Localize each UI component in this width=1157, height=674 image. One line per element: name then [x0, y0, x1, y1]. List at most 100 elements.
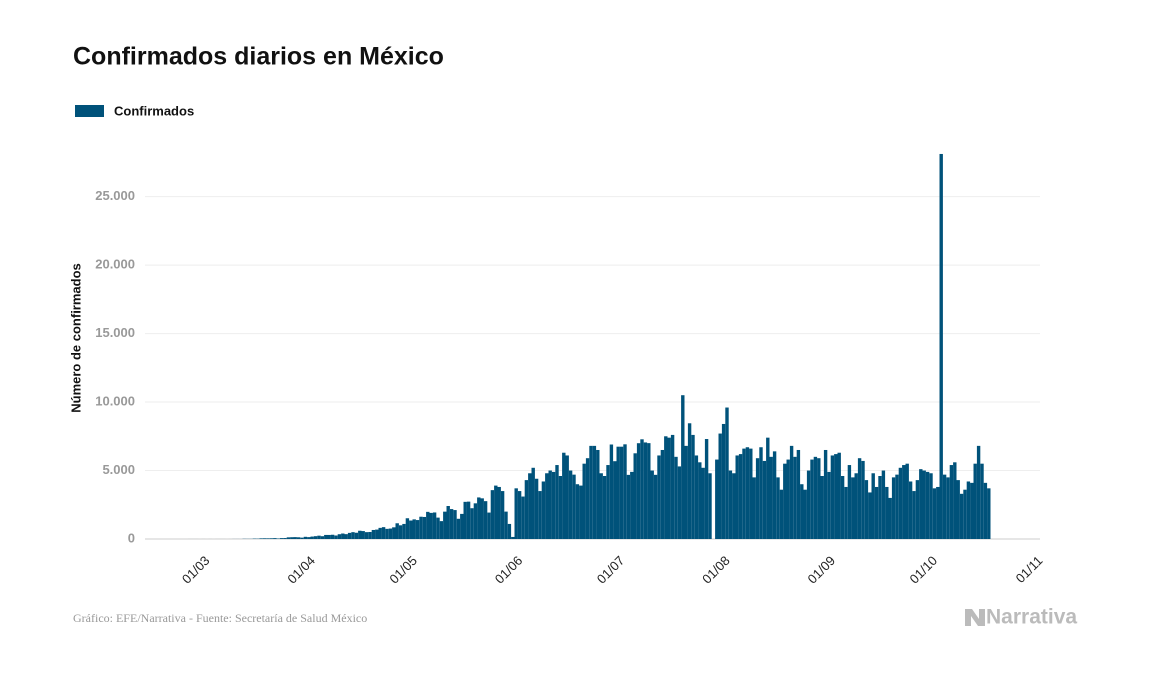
bar — [749, 448, 753, 539]
bar — [596, 449, 600, 539]
bar — [344, 534, 348, 539]
bar — [946, 477, 950, 539]
bar — [395, 523, 399, 539]
bar — [283, 538, 287, 539]
bar — [446, 506, 450, 539]
legend-label: Confirmados — [114, 103, 194, 118]
bar — [392, 527, 396, 539]
bar — [449, 509, 454, 539]
bar — [803, 489, 807, 539]
bar — [279, 538, 284, 539]
bar — [929, 473, 933, 539]
bar — [460, 513, 464, 539]
bar — [864, 480, 869, 539]
bar — [466, 501, 471, 539]
bar — [684, 445, 688, 539]
bar — [783, 463, 787, 539]
bar — [912, 491, 916, 539]
bar — [885, 486, 889, 539]
bar — [541, 481, 546, 539]
bar — [477, 497, 481, 539]
bar — [633, 453, 637, 539]
bar — [388, 528, 393, 539]
bar — [800, 484, 804, 539]
y-tick-label: 10.000 — [95, 393, 135, 408]
bar — [766, 437, 770, 539]
bar — [660, 449, 665, 539]
bar — [956, 480, 960, 539]
bar — [796, 449, 801, 539]
bar — [857, 458, 862, 539]
bar — [453, 510, 457, 539]
bar — [558, 476, 563, 539]
bar — [626, 474, 631, 539]
bar — [895, 474, 899, 539]
bar — [579, 485, 583, 539]
bar — [806, 470, 811, 539]
bar — [531, 467, 535, 539]
bar — [609, 444, 614, 539]
bar — [419, 516, 423, 539]
bar — [354, 532, 359, 539]
bar — [320, 536, 325, 539]
bar — [874, 486, 879, 539]
bar — [905, 463, 909, 539]
bar — [521, 496, 525, 539]
bar — [551, 471, 556, 539]
bar — [443, 511, 447, 539]
bar — [691, 434, 695, 539]
bar — [769, 456, 773, 539]
bar — [891, 477, 896, 539]
x-tick-label: 01/03 — [179, 553, 213, 587]
bar — [987, 488, 991, 539]
bar — [296, 537, 301, 539]
bar — [398, 525, 403, 539]
bar — [545, 473, 549, 539]
bar — [721, 423, 726, 539]
source: Gráfico: EFE/Narrativa - Fuente: Secreta… — [73, 611, 367, 625]
bar — [473, 503, 478, 539]
bar — [273, 538, 277, 539]
bar — [589, 445, 593, 539]
bar — [919, 469, 923, 539]
bar — [276, 538, 280, 539]
bar — [286, 537, 291, 539]
y-axis-label: Número de confirmados — [68, 263, 83, 413]
bar — [789, 445, 794, 539]
bar — [813, 456, 818, 539]
bar — [786, 459, 790, 539]
bar — [599, 473, 603, 539]
bar — [834, 454, 838, 539]
bar — [681, 395, 685, 539]
bar — [548, 470, 552, 539]
x-tick-label: 01/05 — [386, 553, 420, 587]
bar — [507, 523, 512, 539]
bar — [313, 536, 318, 539]
bar — [715, 459, 719, 539]
bar — [375, 529, 379, 539]
bar — [266, 538, 270, 539]
bar — [470, 508, 474, 539]
x-tick-label: 01/09 — [805, 553, 839, 587]
bar — [657, 455, 661, 539]
legend-swatch — [75, 105, 104, 117]
bar — [487, 512, 491, 539]
bar — [871, 473, 875, 539]
bar — [670, 434, 675, 539]
bar — [742, 448, 746, 539]
bar — [324, 534, 328, 539]
bar — [341, 533, 345, 539]
bar — [881, 470, 886, 539]
bar — [932, 488, 937, 539]
bar — [432, 512, 437, 539]
bar — [970, 482, 974, 539]
bar — [983, 482, 988, 539]
bar — [898, 467, 903, 539]
bar — [851, 477, 855, 539]
bar — [942, 474, 947, 539]
bar — [698, 462, 702, 539]
bar — [908, 481, 913, 539]
bar — [347, 532, 352, 539]
bar — [745, 447, 750, 539]
bar — [371, 529, 376, 539]
